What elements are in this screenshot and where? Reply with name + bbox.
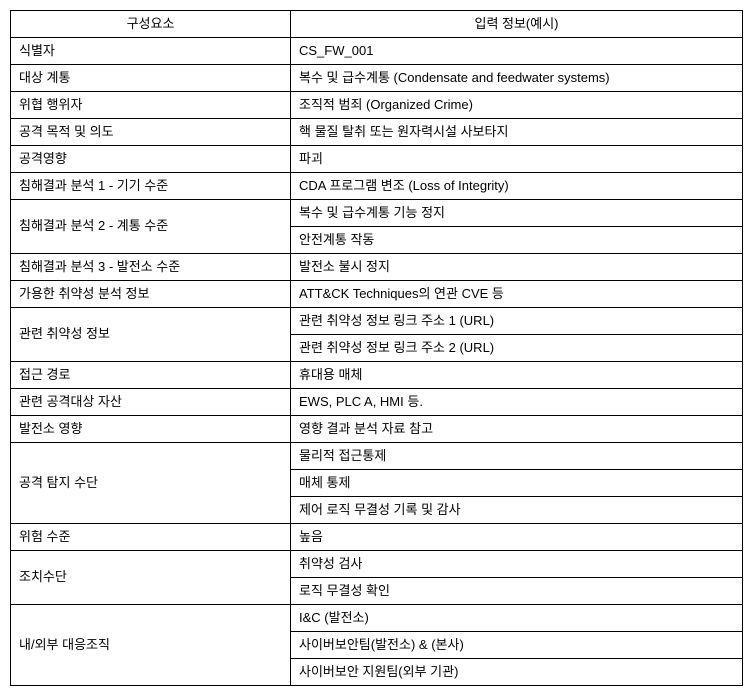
table-row: 관련 취약성 정보관련 취약성 정보 링크 주소 1 (URL) [11, 308, 743, 335]
row-value: 관련 취약성 정보 링크 주소 1 (URL) [291, 308, 743, 335]
row-value: CDA 프로그램 변조 (Loss of Integrity) [291, 173, 743, 200]
table-row: 공격영향파괴 [11, 146, 743, 173]
row-value: 안전계통 작동 [291, 227, 743, 254]
table-row: 공격 탐지 수단물리적 접근통제 [11, 443, 743, 470]
table-row: 발전소 영향영향 결과 분석 자료 참고 [11, 416, 743, 443]
table-row: 침해결과 분석 2 - 계통 수준복수 및 급수계통 기능 정지 [11, 200, 743, 227]
row-value: 로직 무결성 확인 [291, 578, 743, 605]
row-label: 위협 행위자 [11, 92, 291, 119]
row-value: 매체 통제 [291, 470, 743, 497]
row-value: I&C (발전소) [291, 605, 743, 632]
row-value: ATT&CK Techniques의 연관 CVE 등 [291, 281, 743, 308]
row-value: 조직적 범죄 (Organized Crime) [291, 92, 743, 119]
row-value: 복수 및 급수계통 기능 정지 [291, 200, 743, 227]
table-row: 공격 목적 및 의도핵 물질 탈취 또는 원자력시설 사보타지 [11, 119, 743, 146]
table-row: 위험 수준높음 [11, 524, 743, 551]
row-label: 관련 취약성 정보 [11, 308, 291, 362]
row-value: CS_FW_001 [291, 38, 743, 65]
row-label: 조치수단 [11, 551, 291, 605]
row-label: 침해결과 분석 3 - 발전소 수준 [11, 254, 291, 281]
row-label: 식별자 [11, 38, 291, 65]
row-value: EWS, PLC A, HMI 등. [291, 389, 743, 416]
row-value: 복수 및 급수계통 (Condensate and feedwater syst… [291, 65, 743, 92]
row-label: 위험 수준 [11, 524, 291, 551]
row-label: 발전소 영향 [11, 416, 291, 443]
row-value: 휴대용 매체 [291, 362, 743, 389]
row-label: 가용한 취약성 분석 정보 [11, 281, 291, 308]
row-label: 공격영향 [11, 146, 291, 173]
table-row: 관련 공격대상 자산EWS, PLC A, HMI 등. [11, 389, 743, 416]
table-row: 침해결과 분석 1 - 기기 수준CDA 프로그램 변조 (Loss of In… [11, 173, 743, 200]
row-value: 영향 결과 분석 자료 참고 [291, 416, 743, 443]
row-label: 공격 탐지 수단 [11, 443, 291, 524]
row-value: 관련 취약성 정보 링크 주소 2 (URL) [291, 335, 743, 362]
table-row: 가용한 취약성 분석 정보ATT&CK Techniques의 연관 CVE 등 [11, 281, 743, 308]
row-label: 접근 경로 [11, 362, 291, 389]
table-row: 위협 행위자조직적 범죄 (Organized Crime) [11, 92, 743, 119]
table-row: 식별자CS_FW_001 [11, 38, 743, 65]
table-row: 대상 계통복수 및 급수계통 (Condensate and feedwater… [11, 65, 743, 92]
table-row: 접근 경로휴대용 매체 [11, 362, 743, 389]
row-value: 파괴 [291, 146, 743, 173]
header-right: 입력 정보(예시) [291, 11, 743, 38]
table-body: 식별자CS_FW_001대상 계통복수 및 급수계통 (Condensate a… [11, 38, 743, 686]
row-label: 대상 계통 [11, 65, 291, 92]
row-value: 취약성 검사 [291, 551, 743, 578]
row-value: 사이버보안 지원팀(외부 기관) [291, 659, 743, 686]
row-value: 발전소 불시 정지 [291, 254, 743, 281]
row-label: 침해결과 분석 2 - 계통 수준 [11, 200, 291, 254]
row-value: 높음 [291, 524, 743, 551]
row-value: 물리적 접근통제 [291, 443, 743, 470]
row-value: 제어 로직 무결성 기록 및 감사 [291, 497, 743, 524]
security-table: 구성요소 입력 정보(예시) 식별자CS_FW_001대상 계통복수 및 급수계… [10, 10, 743, 686]
table-row: 조치수단취약성 검사 [11, 551, 743, 578]
row-label: 내/외부 대응조직 [11, 605, 291, 686]
row-label: 공격 목적 및 의도 [11, 119, 291, 146]
row-value: 핵 물질 탈취 또는 원자력시설 사보타지 [291, 119, 743, 146]
table-header-row: 구성요소 입력 정보(예시) [11, 11, 743, 38]
row-value: 사이버보안팀(발전소) & (본사) [291, 632, 743, 659]
row-label: 관련 공격대상 자산 [11, 389, 291, 416]
table-row: 침해결과 분석 3 - 발전소 수준발전소 불시 정지 [11, 254, 743, 281]
table-row: 내/외부 대응조직I&C (발전소) [11, 605, 743, 632]
header-left: 구성요소 [11, 11, 291, 38]
row-label: 침해결과 분석 1 - 기기 수준 [11, 173, 291, 200]
